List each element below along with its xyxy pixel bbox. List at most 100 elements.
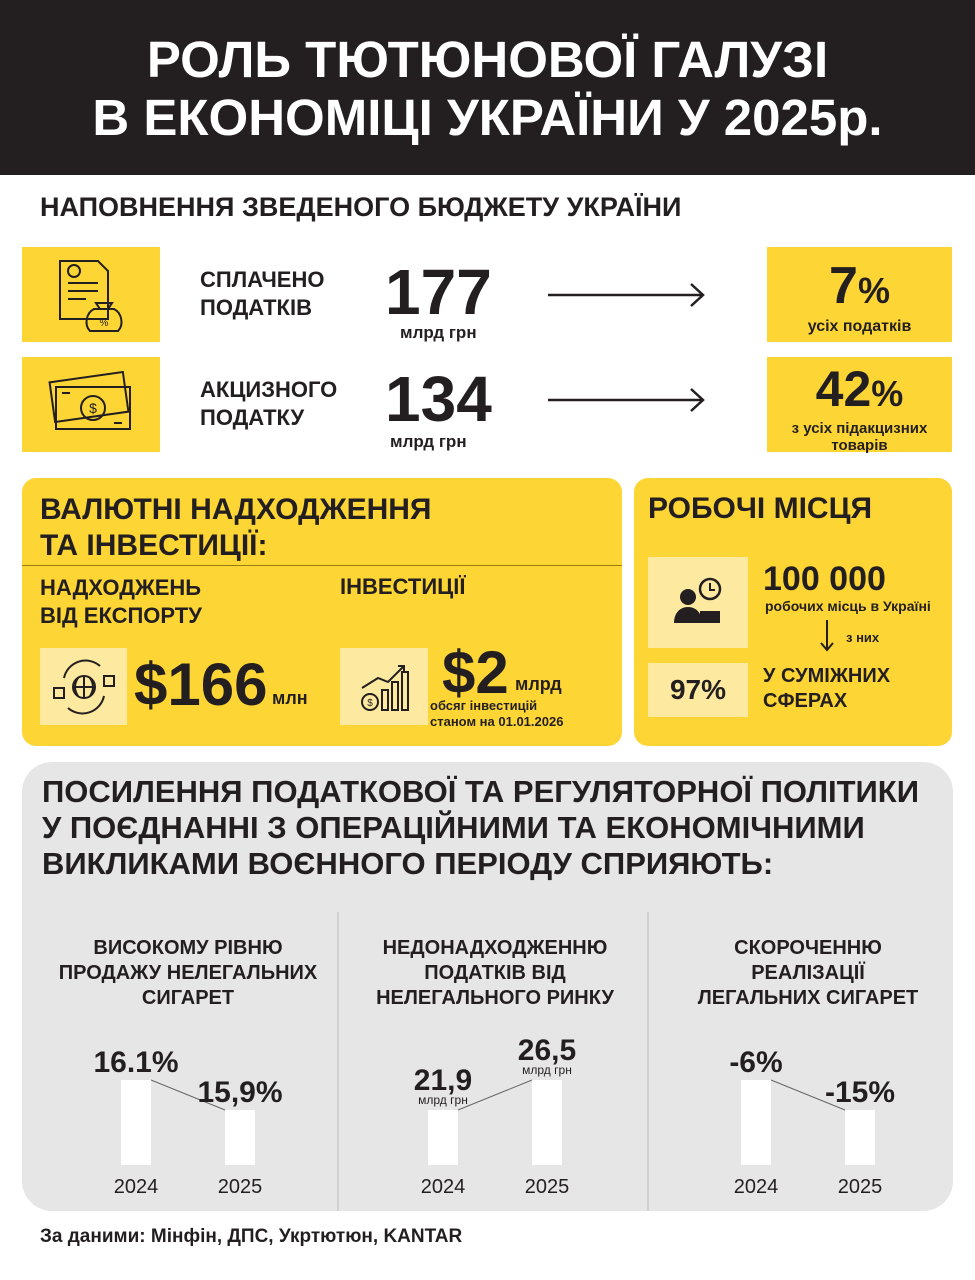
bar: [741, 1080, 771, 1165]
share-box: 97%: [648, 663, 748, 717]
share: 42: [815, 361, 872, 417]
share: 7: [829, 257, 858, 315]
chart-title-line: ЛЕГАЛЬНИХ СИГАРЕТ: [698, 987, 919, 1009]
mini-charts: ВИСОКОМУ РІВНЮ ПРОДАЖУ НЕЛЕГАЛЬНИХ СИГАРЕТ…: [59, 912, 919, 1211]
chart-title-line: ПОДАТКІВ ВІД: [424, 962, 566, 984]
bar: [845, 1110, 875, 1165]
jobs-panel: РОБОЧІ МІСЦЯ 100 000 робочих місць в Укр…: [634, 478, 952, 746]
icon-box: [648, 557, 748, 648]
share-unit: %: [871, 373, 904, 414]
unit: млрд грн: [400, 323, 477, 342]
x-label: 2024: [114, 1176, 159, 1198]
note-line: станом на 01.01.2026: [430, 714, 564, 729]
row-label: СПЛАЧЕНО ПОДАТКІВ: [200, 266, 324, 322]
note-line: У СУМІЖНИХ: [763, 665, 891, 687]
count: 100 000: [763, 560, 886, 598]
unit: млрд: [515, 674, 562, 694]
label-line: АКЦИЗНОГО: [200, 377, 338, 402]
down-arrow: [820, 620, 834, 652]
chart-title-line: НЕЛЕГАЛЬНОГО РИНКУ: [376, 987, 614, 1009]
panel-title-line: ВИКЛИКАМИ ВОЄННОГО ПЕРІОДУ СПРИЯЮТЬ:: [42, 846, 774, 881]
svg-text:$: $: [89, 400, 97, 416]
policy-panel: ПОСИЛЕННЯ ПОДАТКОВОЇ ТА РЕГУЛЯТОРНОЇ ПОЛ…: [22, 762, 953, 1211]
sub-label-line: НАДХОДЖЕНЬ: [40, 575, 202, 600]
value-label: 26,5: [518, 1034, 576, 1067]
value-unit: млрд грн: [418, 1093, 468, 1107]
export-icon: [53, 659, 115, 715]
sub-label: ІНВЕСТИЦІЇ: [340, 574, 466, 599]
chart-title-line: ПРОДАЖУ НЕЛЕГАЛЬНИХ: [59, 962, 318, 984]
bar: [428, 1110, 458, 1165]
share-note: з усіх підакцизних товарів: [767, 420, 952, 454]
arrow: [548, 283, 705, 307]
label-line: ПОДАТКІВ: [200, 295, 312, 320]
currency-panel: ВАЛЮТНІ НАДХОДЖЕННЯ ТА ІНВЕСТИЦІЇ: НАДХОД…: [22, 478, 622, 746]
note-line: СФЕРАХ: [763, 690, 848, 712]
value-unit: млрд грн: [522, 1063, 572, 1077]
chart-title-line: НЕДОНАДХОДЖЕННЮ: [383, 937, 608, 959]
svg-text:$: $: [367, 698, 373, 709]
connector: [457, 1079, 533, 1111]
chart-title-line: РЕАЛІЗАЦІЇ: [751, 961, 865, 984]
connector: [150, 1079, 226, 1111]
icon-box: %: [22, 247, 160, 342]
arrow-note: з них: [846, 630, 880, 645]
x-label: 2024: [421, 1176, 466, 1198]
sub-label-line: ВІД ЕКСПОРТУ: [40, 603, 202, 628]
panel-title-line: У ПОЄДНАННІ З ОПЕРАЦІЙНИМИ ТА ЕКОНОМІЧНИ…: [42, 810, 865, 845]
share-note: усіх податків: [807, 318, 912, 335]
x-label: 2024: [734, 1176, 779, 1198]
invest-icon: $: [361, 665, 409, 711]
note-line: обсяг інвестицій: [430, 698, 538, 713]
arrow: [548, 388, 705, 412]
chart-title-line: СКОРОЧЕННЮ: [734, 937, 882, 959]
section-title: НАПОВНЕННЯ ЗВЕДЕНОГО БЮДЖЕТУ УКРАЇНИ: [40, 192, 682, 222]
row-label: АКЦИЗНОГО ПОДАТКУ: [200, 376, 337, 432]
value-label: -6%: [729, 1046, 782, 1079]
value-label: 16.1%: [93, 1046, 178, 1079]
x-label: 2025: [838, 1176, 883, 1198]
divider: [22, 565, 622, 566]
share-box: 7% усіх податків: [767, 247, 952, 342]
chart-title-line: СИГАРЕТ: [142, 987, 234, 1009]
icon-box: [40, 648, 127, 725]
bar: [532, 1080, 562, 1165]
title-line: В ЕКОНОМІЦІ УКРАЇНИ У 2025р.: [92, 89, 883, 146]
count-note: робочих місць в Україні: [765, 598, 931, 614]
amount: 134: [385, 363, 492, 435]
share-box: 42% з усіх підакцизних товарів: [767, 357, 952, 454]
panel-title-line: ВАЛЮТНІ НАДХОДЖЕННЯ: [40, 493, 432, 526]
unit: млрд грн: [390, 432, 467, 451]
connector: [770, 1079, 846, 1111]
panel-title-line: ТА ІНВЕСТИЦІЇ:: [40, 529, 268, 562]
unit: млн: [272, 688, 308, 708]
value-label: -15%: [825, 1076, 895, 1109]
icon-box: $: [340, 648, 428, 725]
chart-title-line: ВИСОКОМУ РІВНЮ: [93, 937, 282, 959]
amount: $166: [134, 651, 268, 718]
amount: $2: [442, 639, 509, 706]
note-line: товарів: [831, 437, 888, 454]
panel-title-line: ПОСИЛЕННЯ ПОДАТКОВОЇ ТА РЕГУЛЯТОРНОЇ ПОЛ…: [42, 774, 920, 809]
title-line: РОЛЬ ТЮТЮНОВОЇ ГАЛУЗІ: [146, 31, 829, 88]
header: РОЛЬ ТЮТЮНОВОЇ ГАЛУЗІ В ЕКОНОМІЦІ УКРАЇН…: [0, 0, 975, 175]
share-unit: %: [857, 270, 890, 311]
tax-icon: %: [59, 260, 123, 332]
svg-text:%: %: [100, 318, 109, 329]
amount: 177: [385, 256, 492, 328]
bar: [225, 1110, 255, 1165]
value-label: 21,9: [414, 1064, 472, 1097]
bar: [121, 1080, 151, 1165]
worker-icon: [674, 577, 722, 623]
value-label: 15,9%: [197, 1076, 282, 1109]
label-line: ПОДАТКУ: [200, 405, 305, 430]
note-line: з усіх підакцизних: [791, 420, 928, 437]
x-label: 2025: [218, 1176, 263, 1198]
source: За даними: Мінфін, ДПС, Укртютюн, KANTAR: [40, 1226, 463, 1247]
panel-title: РОБОЧІ МІСЦЯ: [648, 492, 873, 525]
label-line: СПЛАЧЕНО: [200, 267, 325, 292]
money-icon: $: [48, 370, 131, 430]
icon-box: $: [22, 357, 160, 452]
x-label: 2025: [525, 1176, 570, 1198]
